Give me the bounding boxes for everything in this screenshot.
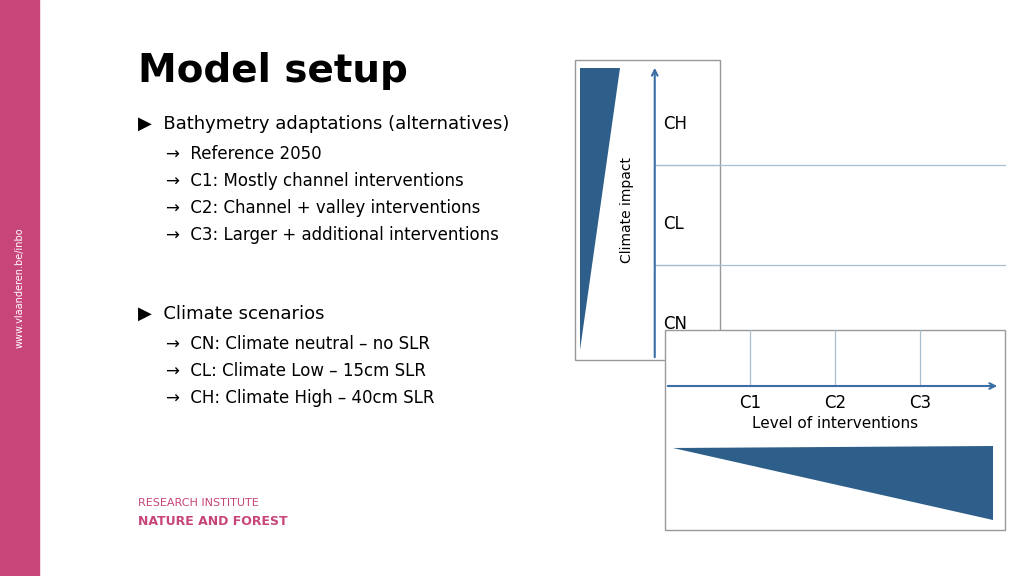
Text: Level of interventions: Level of interventions — [752, 416, 919, 431]
Text: →  CN: Climate neutral – no SLR: → CN: Climate neutral – no SLR — [166, 335, 430, 353]
Bar — [575, 60, 720, 360]
Text: NATURE AND FOREST: NATURE AND FOREST — [138, 515, 288, 528]
Text: RESEARCH INSTITUTE: RESEARCH INSTITUTE — [138, 498, 259, 508]
Text: →  CH: Climate High – 40cm SLR: → CH: Climate High – 40cm SLR — [166, 389, 435, 407]
Text: →  CL: Climate Low – 15cm SLR: → CL: Climate Low – 15cm SLR — [166, 362, 426, 380]
Text: CH: CH — [663, 115, 687, 133]
Text: www.vlaanderen.be/inbo: www.vlaanderen.be/inbo — [14, 228, 25, 348]
Text: →  C3: Larger + additional interventions: → C3: Larger + additional interventions — [166, 226, 499, 244]
Text: →  C1: Mostly channel interventions: → C1: Mostly channel interventions — [166, 172, 464, 190]
Text: C2: C2 — [824, 394, 846, 412]
Bar — [0, 0, 39, 576]
Text: Climate impact: Climate impact — [620, 157, 634, 263]
Text: ▶  Bathymetry adaptations (alternatives): ▶ Bathymetry adaptations (alternatives) — [138, 115, 510, 133]
Text: →  Reference 2050: → Reference 2050 — [166, 145, 322, 163]
Polygon shape — [580, 68, 620, 350]
Text: CN: CN — [663, 315, 687, 333]
Bar — [665, 330, 1005, 530]
Text: C3: C3 — [909, 394, 931, 412]
Text: CL: CL — [663, 215, 683, 233]
Text: C1: C1 — [739, 394, 761, 412]
Text: →  C2: Channel + valley interventions: → C2: Channel + valley interventions — [166, 199, 480, 217]
Polygon shape — [673, 446, 993, 520]
Text: ▶  Climate scenarios: ▶ Climate scenarios — [138, 305, 325, 323]
Text: Model setup: Model setup — [138, 52, 409, 90]
